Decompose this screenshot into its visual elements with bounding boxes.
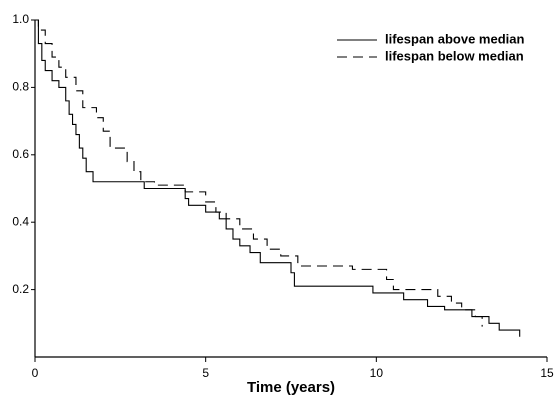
y-tick-label: 1.0 <box>12 12 29 26</box>
x-tick-label: 15 <box>540 366 554 380</box>
legend-label: lifespan below median <box>385 48 524 63</box>
y-tick-label: 0.8 <box>12 80 29 94</box>
y-tick-label: 0.2 <box>12 282 29 296</box>
y-tick-label: 0.4 <box>12 214 29 228</box>
x-tick-label: 10 <box>370 366 384 380</box>
legend-label: lifespan above median <box>385 31 524 46</box>
survival-line <box>35 19 521 337</box>
x-axis-title: Time (years) <box>247 379 335 396</box>
y-tick-label: 0.6 <box>12 147 29 161</box>
x-tick-label: 5 <box>202 366 209 380</box>
x-tick-label: 0 <box>32 366 39 380</box>
survival-line <box>35 19 483 327</box>
